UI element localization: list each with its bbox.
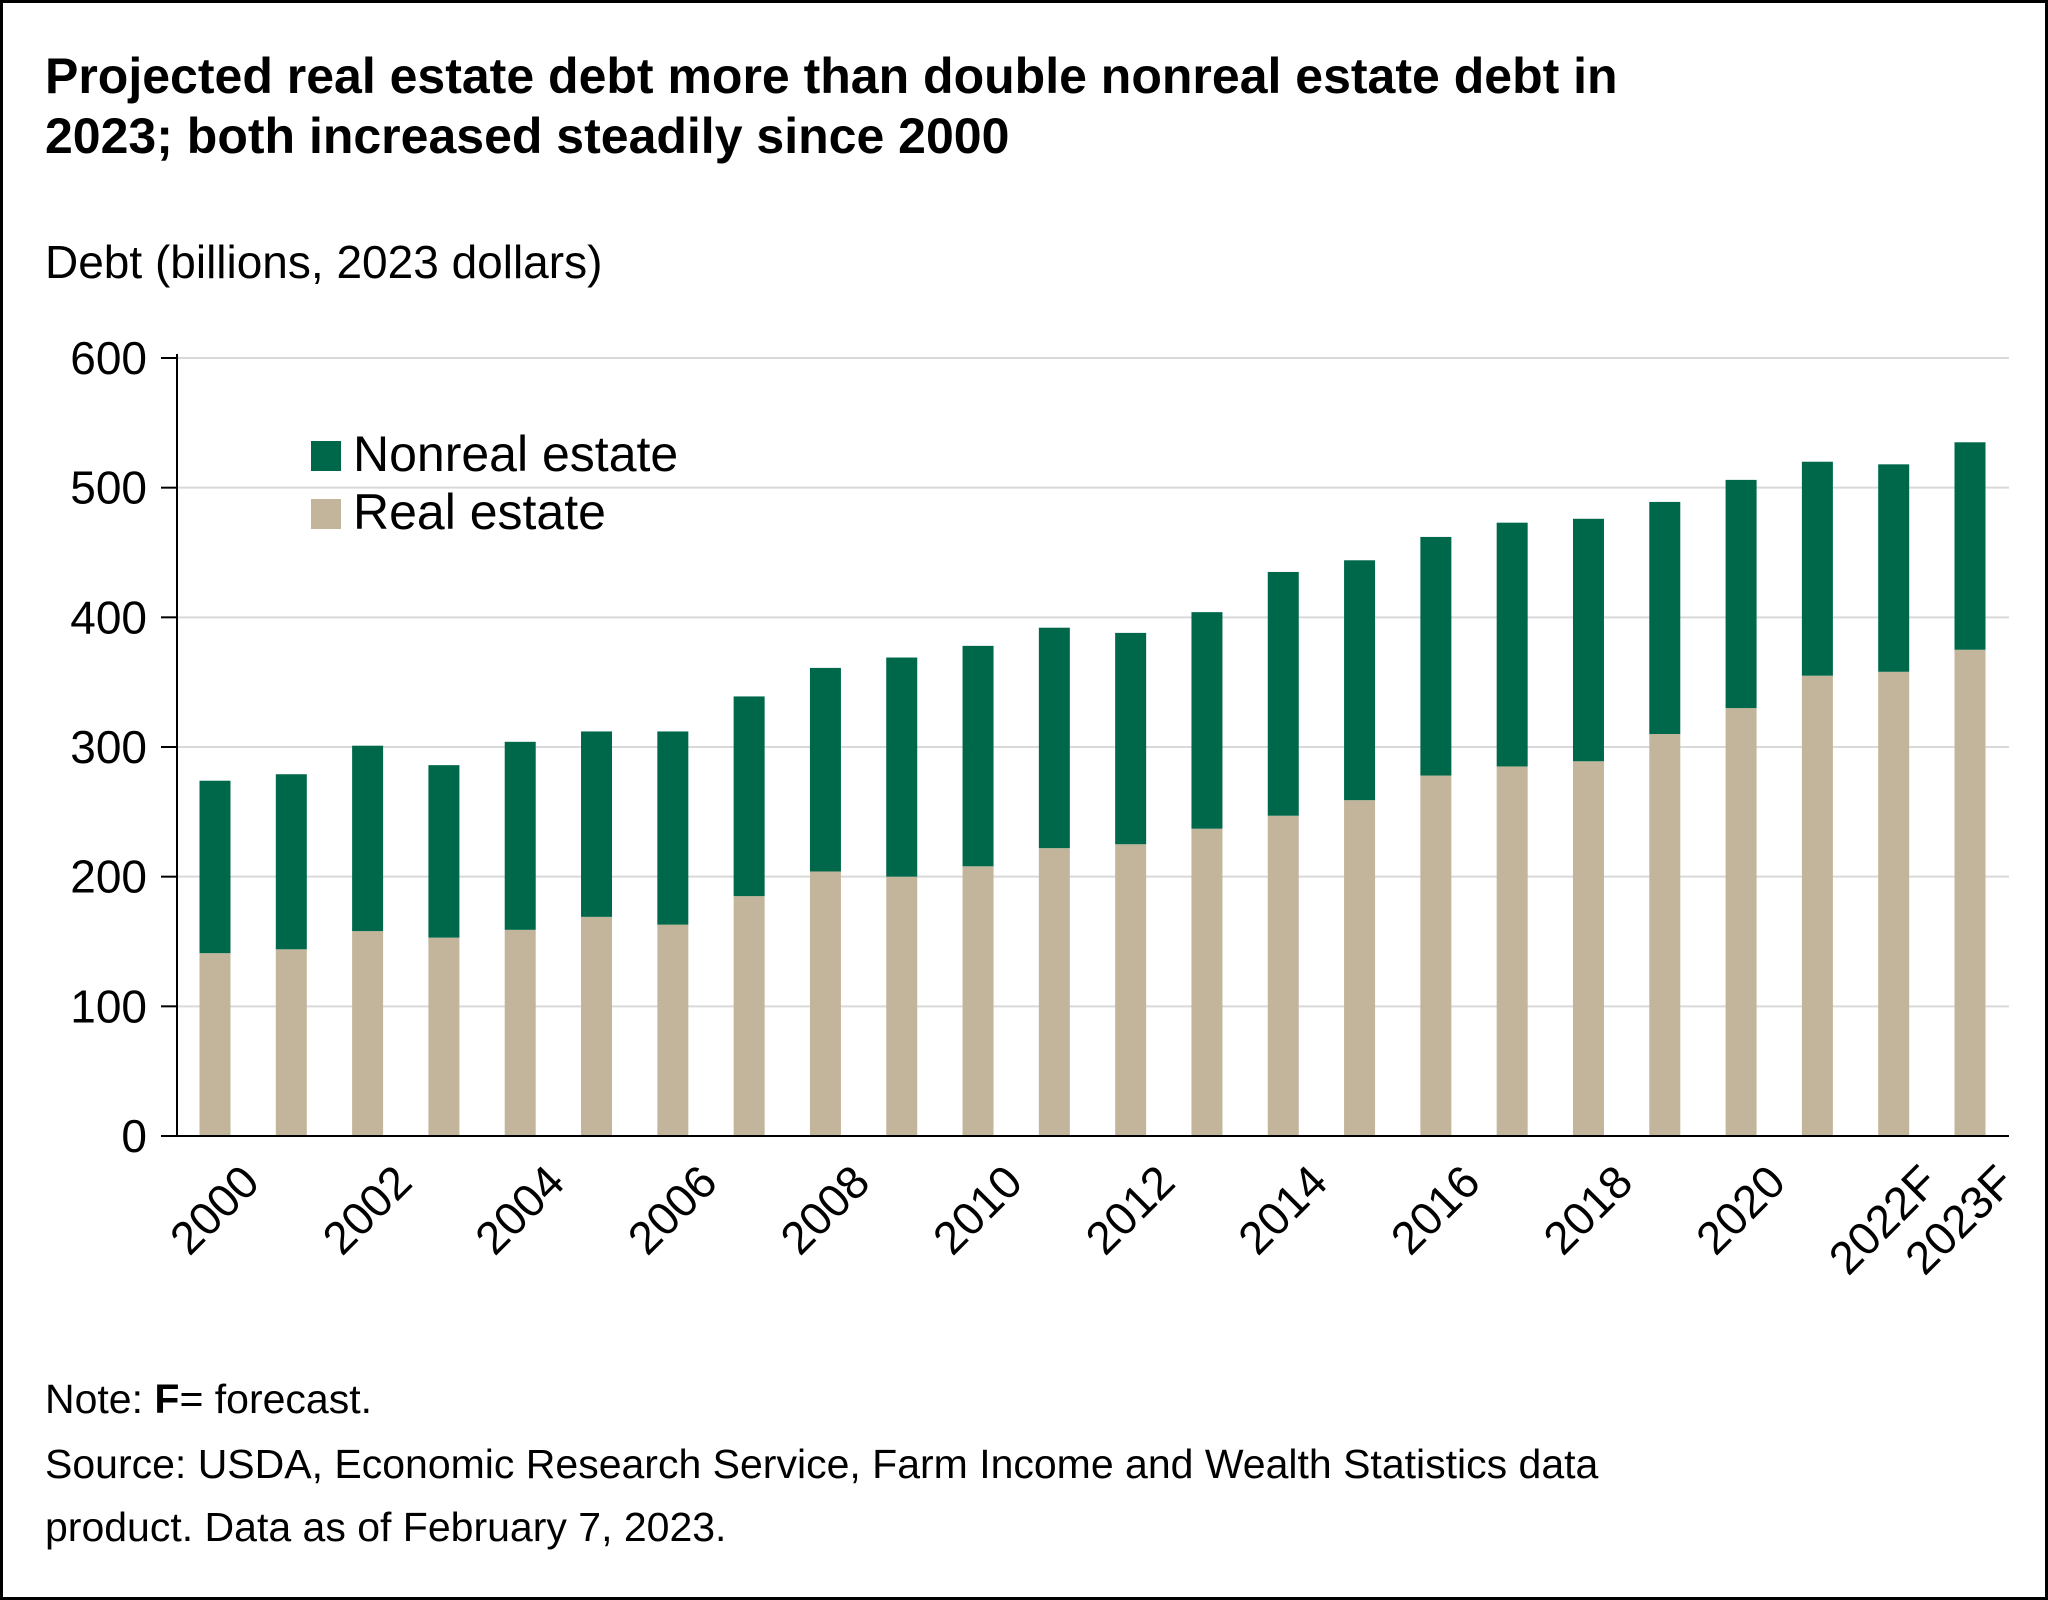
bar-real-estate bbox=[504, 929, 536, 1136]
chart-svg: Projected real estate debt more than dou… bbox=[45, 48, 2024, 1550]
bar-real-estate bbox=[962, 866, 994, 1136]
bar-nonreal-estate bbox=[428, 765, 460, 938]
bar-real-estate bbox=[657, 924, 689, 1136]
bar-nonreal-estate bbox=[809, 667, 841, 872]
y-axis-ticks: 0 100 200 300 400 500 600 bbox=[70, 332, 177, 1162]
bar-real-estate bbox=[199, 953, 231, 1136]
bar-real-estate bbox=[1420, 775, 1452, 1136]
gridlines bbox=[177, 357, 2009, 1008]
y-tick-label: 0 bbox=[121, 1110, 147, 1162]
bar-nonreal-estate bbox=[275, 774, 307, 950]
bar-nonreal-estate bbox=[1572, 518, 1604, 762]
source-text-line-2: product. Data as of February 7, 2023. bbox=[45, 1504, 726, 1550]
x-tick-label: 2010 bbox=[923, 1155, 1032, 1264]
bar-nonreal-estate bbox=[581, 731, 613, 917]
bar-nonreal-estate bbox=[1954, 442, 1986, 650]
legend-label: Real estate bbox=[353, 484, 606, 540]
bar-real-estate bbox=[1115, 844, 1147, 1136]
bars bbox=[199, 442, 1986, 1136]
x-axis-ticks: 2000 2002 2004 2006 2008 2010 2012 2014 2016 2018… bbox=[160, 1155, 2024, 1284]
x-tick-label: 2012 bbox=[1075, 1155, 1184, 1264]
y-tick-label: 200 bbox=[70, 851, 147, 903]
legend-swatch bbox=[311, 499, 341, 529]
bar-real-estate bbox=[1267, 815, 1299, 1136]
bar-nonreal-estate bbox=[1878, 464, 1910, 672]
bar-nonreal-estate bbox=[1344, 560, 1376, 801]
x-tick-label: 2008 bbox=[770, 1155, 879, 1264]
y-tick-label: 500 bbox=[70, 462, 147, 514]
bar-nonreal-estate bbox=[1420, 536, 1452, 776]
bar-real-estate bbox=[733, 896, 765, 1136]
x-tick-label: 2002 bbox=[312, 1155, 421, 1264]
bar-nonreal-estate bbox=[1801, 461, 1833, 676]
bar-nonreal-estate bbox=[962, 645, 994, 867]
source-text-line-1: Source: USDA, Economic Research Service,… bbox=[45, 1441, 1599, 1487]
bar-nonreal-estate bbox=[504, 741, 536, 930]
x-tick-label: 2000 bbox=[160, 1155, 269, 1264]
bar-nonreal-estate bbox=[1115, 632, 1147, 845]
x-tick-label: 2020 bbox=[1686, 1155, 1795, 1264]
y-tick-label: 600 bbox=[70, 332, 147, 384]
y-tick-label: 100 bbox=[70, 980, 147, 1032]
bar-real-estate bbox=[352, 931, 384, 1136]
bar-real-estate bbox=[1191, 828, 1223, 1136]
legend-swatch bbox=[311, 441, 341, 471]
bar-nonreal-estate bbox=[1649, 501, 1681, 735]
bar-real-estate bbox=[809, 871, 841, 1136]
bar-nonreal-estate bbox=[1496, 522, 1528, 767]
chart-title-line-2: 2023; both increased steadily since 2000 bbox=[45, 108, 1009, 164]
bar-nonreal-estate bbox=[1267, 571, 1299, 816]
bar-real-estate bbox=[1649, 734, 1681, 1136]
bar-real-estate bbox=[1496, 766, 1528, 1136]
y-tick-label: 400 bbox=[70, 591, 147, 643]
y-axis-label: Debt (billions, 2023 dollars) bbox=[45, 236, 602, 288]
axes bbox=[176, 354, 2009, 1137]
bar-real-estate bbox=[1572, 761, 1604, 1136]
bar-real-estate bbox=[1038, 848, 1070, 1136]
bar-nonreal-estate bbox=[1725, 479, 1757, 709]
legend-label: Nonreal estate bbox=[353, 426, 678, 482]
bar-nonreal-estate bbox=[657, 731, 689, 925]
bar-real-estate bbox=[1725, 708, 1757, 1136]
note-text: Note: F= forecast. bbox=[45, 1376, 372, 1422]
bar-real-estate bbox=[275, 949, 307, 1136]
bar-nonreal-estate bbox=[199, 780, 231, 954]
x-tick-label: 2004 bbox=[465, 1155, 574, 1264]
x-tick-label: 2018 bbox=[1533, 1155, 1642, 1264]
bar-nonreal-estate bbox=[352, 745, 384, 932]
x-tick-label: 2016 bbox=[1381, 1155, 1490, 1264]
bar-real-estate bbox=[1801, 675, 1833, 1136]
bar-nonreal-estate bbox=[1038, 627, 1070, 849]
bar-real-estate bbox=[886, 876, 918, 1136]
x-tick-label: 2006 bbox=[618, 1155, 727, 1264]
bar-real-estate bbox=[1878, 671, 1910, 1136]
y-tick-label: 300 bbox=[70, 721, 147, 773]
chart-title-line-1: Projected real estate debt more than dou… bbox=[45, 48, 1618, 104]
x-tick-label: 2014 bbox=[1228, 1155, 1337, 1264]
bar-real-estate bbox=[1344, 800, 1376, 1136]
bar-nonreal-estate bbox=[1191, 612, 1223, 829]
bar-nonreal-estate bbox=[733, 696, 765, 897]
bar-real-estate bbox=[428, 937, 460, 1136]
bar-nonreal-estate bbox=[886, 657, 918, 877]
bar-real-estate bbox=[1954, 649, 1986, 1136]
bar-real-estate bbox=[581, 916, 613, 1136]
